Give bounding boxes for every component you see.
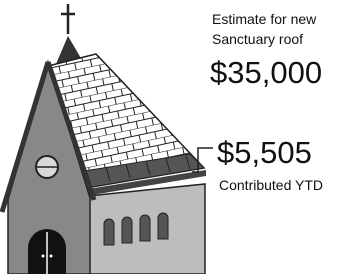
church-illustration xyxy=(2,4,206,274)
progress-caption: Contributed YTD xyxy=(219,177,323,193)
cross xyxy=(61,4,75,34)
infographic: Estimate for new Sanctuary roof $35,000 … xyxy=(0,0,347,274)
page: Estimate for new Sanctuary roof $35,000 … xyxy=(0,0,347,274)
goal-amount: $35,000 xyxy=(210,55,322,90)
door-handle xyxy=(50,255,53,258)
door-handle xyxy=(42,255,45,258)
goal-caption: Estimate for new xyxy=(212,11,317,27)
goal-caption: Sanctuary roof xyxy=(212,31,303,47)
progress-amount: $5,505 xyxy=(217,135,312,170)
